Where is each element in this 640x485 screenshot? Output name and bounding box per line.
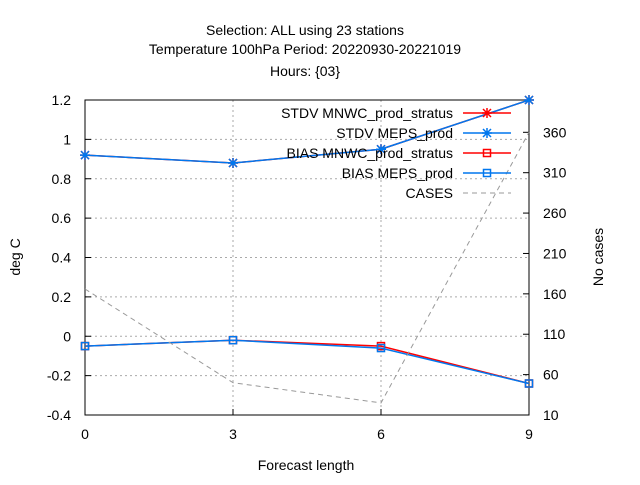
y2-tick-label-7: 360 xyxy=(543,124,567,140)
y-tick-label-5: 0.6 xyxy=(52,210,72,226)
x-axis-ticks: 0 3 6 9 xyxy=(81,409,533,442)
y2-axis-ticks: 10 60 110 160 210 260 310 360 xyxy=(523,124,567,423)
title-line-1: Selection: ALL using 23 stations xyxy=(206,22,404,38)
legend-label-3: BIAS MEPS_prod xyxy=(342,165,453,181)
legend-marker-1 xyxy=(482,128,492,138)
legend-label-0: STDV MNWC_prod_stratus xyxy=(281,105,453,121)
y2-tick-label-5: 260 xyxy=(543,205,567,221)
y-tick-label-3: 0.2 xyxy=(52,289,72,305)
y-axis-ticks: -0.4 -0.2 0 0.2 0.4 0.6 0.8 1 1.2 xyxy=(47,92,91,423)
series-line-2 xyxy=(84,339,530,385)
grid xyxy=(85,100,529,415)
chart-title: Selection: ALL using 23 stations Tempera… xyxy=(149,22,461,79)
title-line-3: Hours: {03} xyxy=(270,63,340,79)
y-tick-label-2: 0 xyxy=(63,328,71,344)
y-axis-label: deg C xyxy=(7,238,23,275)
plot-area xyxy=(80,95,534,404)
series-3-point-3 xyxy=(524,379,534,388)
legend-label-1: STDV MEPS_prod xyxy=(336,125,453,141)
y2-tick-label-2: 110 xyxy=(543,326,566,342)
y2-tick-label-6: 310 xyxy=(543,165,567,181)
legend-marker-3 xyxy=(482,168,492,178)
series-1-point-1 xyxy=(228,158,238,168)
legend-marker-0 xyxy=(482,108,492,118)
series-1-point-0 xyxy=(80,150,90,161)
series-3-point-0 xyxy=(80,341,90,351)
series-line-3 xyxy=(84,339,530,385)
y-tick-label-0: -0.4 xyxy=(47,407,71,423)
y-tick-label-8: 1.2 xyxy=(52,92,72,108)
title-line-2: Temperature 100hPa Period: 20220930-2022… xyxy=(149,41,461,57)
y-tick-label-6: 0.8 xyxy=(52,171,72,187)
y2-tick-label-0: 10 xyxy=(543,407,559,423)
legend-label-4: CASES xyxy=(406,185,453,201)
y2-tick-label-4: 210 xyxy=(543,245,567,261)
y-tick-label-7: 1 xyxy=(63,131,71,147)
series-line-1 xyxy=(84,99,530,164)
x-tick-label-0: 0 xyxy=(81,426,89,442)
legend-marker-2 xyxy=(482,148,492,158)
y2-tick-label-1: 60 xyxy=(543,367,559,383)
x-tick-label-1: 3 xyxy=(229,426,237,442)
series-3-point-2 xyxy=(376,343,386,353)
y-tick-label-4: 0.4 xyxy=(52,250,72,266)
y-tick-label-1: -0.2 xyxy=(47,368,71,384)
series-line-4 xyxy=(84,132,530,404)
x-tick-label-3: 9 xyxy=(525,426,533,442)
series-3-point-1 xyxy=(228,335,238,345)
series-1-point-3 xyxy=(524,95,534,105)
legend-label-2: BIAS MNWC_prod_stratus xyxy=(287,145,454,161)
x-axis-label: Forecast length xyxy=(258,457,355,473)
y2-axis-label: No cases xyxy=(590,228,606,286)
legend: STDV MNWC_prod_stratus STDV MEPS_prod BIAS… xyxy=(281,105,511,201)
y2-tick-label-3: 160 xyxy=(543,286,567,302)
series-1-point-2 xyxy=(376,144,386,155)
x-tick-label-2: 6 xyxy=(377,426,385,442)
